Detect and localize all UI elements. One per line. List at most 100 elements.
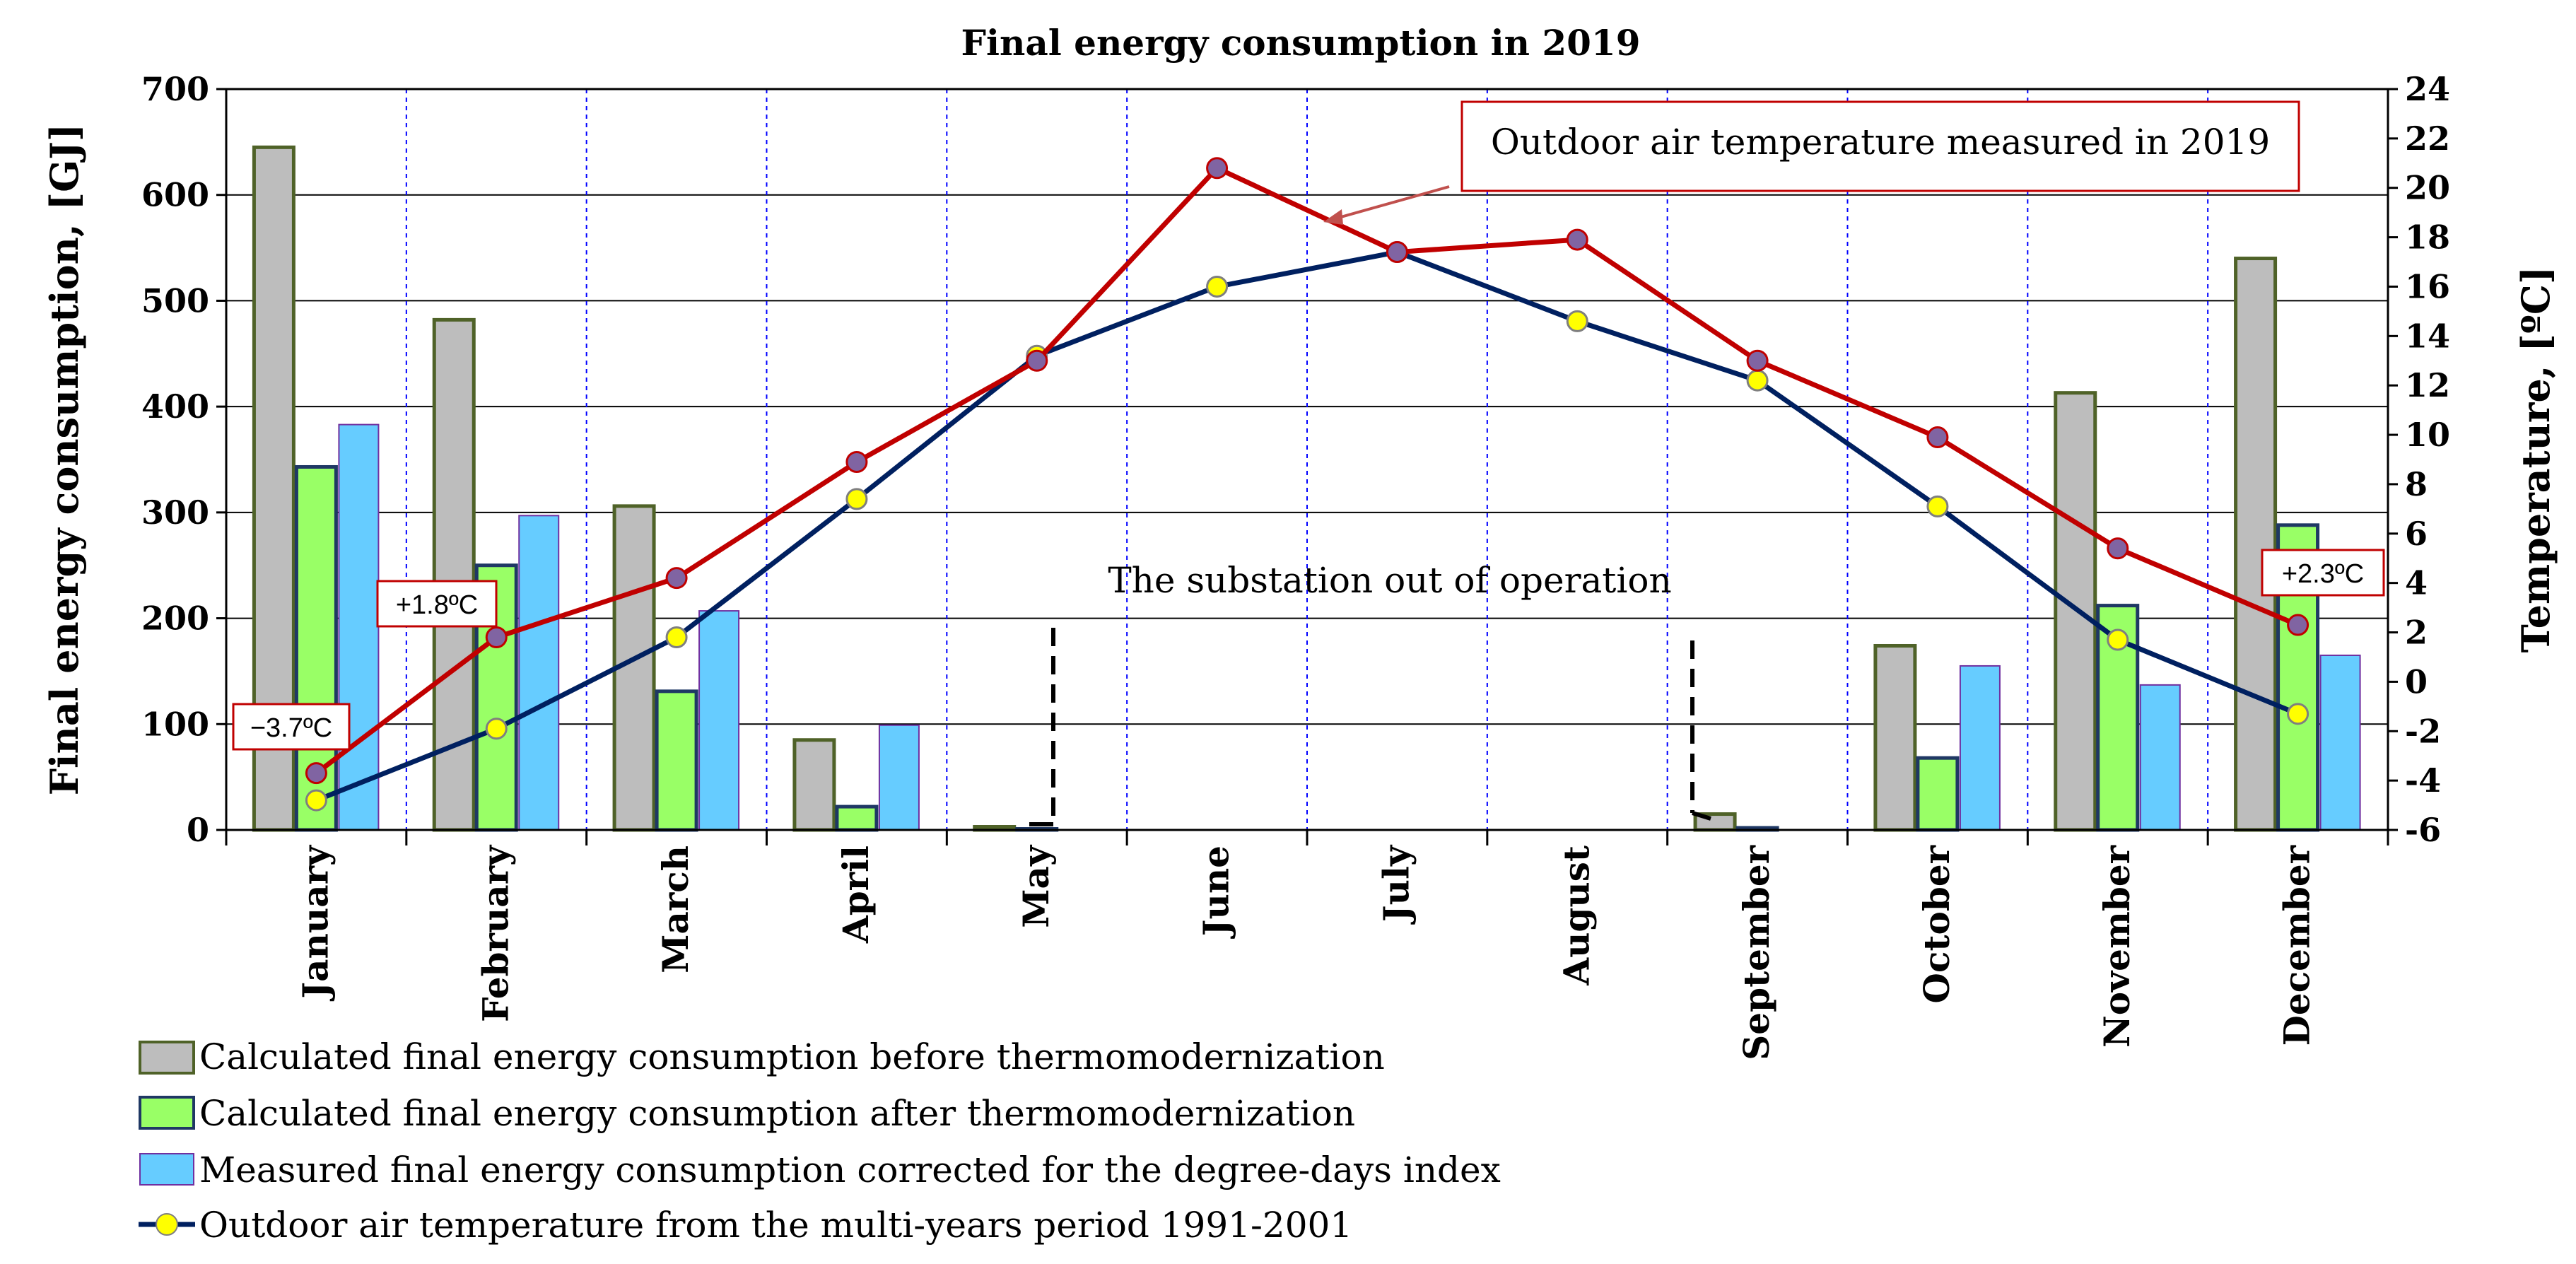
temperature-point-0-november	[2107, 628, 2129, 651]
temperature-point-0-june	[1206, 275, 1229, 298]
temperature-point-0-october	[1926, 495, 1949, 517]
bar-march-2	[698, 610, 740, 831]
x-axis-label-september: September	[1735, 845, 1777, 1060]
x-axis-label-march: March	[655, 845, 696, 973]
left-axis-tick-label: 300	[141, 493, 209, 532]
line-series	[305, 157, 2309, 812]
x-axis-label-october: October	[1916, 845, 1957, 1003]
right-axis-tick-label: 18	[2405, 218, 2450, 257]
left-axis-tick-label: 200	[141, 599, 209, 638]
right-axis-tick-label: 0	[2405, 662, 2428, 701]
right-axis-tick-label: -4	[2405, 761, 2441, 800]
legend: Calculated final energy consumption befo…	[139, 1036, 1501, 1246]
x-axis-label-august: August	[1555, 845, 1597, 986]
y-axis-label: Final energy consumption, [GJ]	[42, 124, 87, 796]
temperature-line-1	[315, 165, 2299, 776]
bar-february-2	[518, 515, 560, 831]
temperature-point-0-december	[2287, 703, 2309, 725]
temp-label-box-january	[232, 703, 351, 751]
right-axis-tick-label: 16	[2405, 267, 2450, 305]
temperature-point-1-may	[1026, 349, 1048, 372]
legend-swatch-before	[139, 1041, 195, 1075]
left-axis-ticks: 0 100 200 300 400 500 600 700	[141, 70, 226, 849]
legend-swatch-measured	[139, 1153, 194, 1186]
left-axis-tick-label: 400	[141, 387, 209, 426]
left-axis-tick-label: 600	[141, 176, 209, 214]
plot-area-border	[225, 88, 2389, 831]
right-axis-tick-label: 4	[2405, 564, 2428, 602]
temperature-point-1-july	[1386, 241, 1408, 264]
temp-label-box-december	[2261, 549, 2385, 597]
bar-april-1	[835, 804, 879, 832]
right-axis-tick-label: 22	[2405, 119, 2450, 158]
bar-december-0	[2234, 257, 2278, 832]
temperature-point-0-march	[665, 626, 688, 649]
bar-april-0	[792, 738, 836, 832]
temperature-point-0-august	[1566, 310, 1588, 332]
left-axis-tick-label: 500	[141, 281, 209, 320]
temperature-line-0	[315, 250, 2299, 803]
temperature-point-0-september	[1746, 369, 1769, 392]
left-axis-tick-label: 700	[141, 70, 209, 108]
right-axis-tick-label: -6	[2405, 811, 2441, 849]
chart-title: Final energy consumption in 2019	[961, 22, 1640, 64]
temperature-point-1-august	[1566, 228, 1588, 251]
bar-december-2	[2319, 654, 2361, 831]
temperature-point-1-november	[2107, 537, 2129, 560]
bar-january-2	[338, 423, 380, 831]
right-axis-tick-label: 20	[2405, 169, 2450, 207]
out-of-operation-label: The substation out of operation	[1108, 560, 1671, 601]
temp-label-february: +1.8ºC	[396, 590, 478, 620]
x-axis-label-november: November	[2096, 845, 2138, 1048]
bar-november-2	[2139, 684, 2181, 831]
callout-text: Outdoor air temperature measured in 2019	[1491, 122, 2270, 163]
x-axis-labels: January February March April May June July Augu…	[294, 844, 2317, 1060]
right-axis-tick-label: 8	[2405, 465, 2428, 503]
vertical-gridlines	[225, 89, 2389, 845]
right-axis-tick-label: 2	[2405, 614, 2428, 652]
x-axis-label-december: December	[2276, 845, 2318, 1046]
x-axis-label-april: April	[835, 845, 877, 944]
left-axis-tick-label: 0	[187, 811, 209, 849]
temperature-point-1-october	[1926, 426, 1949, 449]
right-axis-tick-label: 10	[2405, 416, 2450, 454]
bar-october-2	[1959, 665, 2001, 831]
temp-label-january: −3.7ºC	[250, 713, 332, 743]
right-axis-tick-label: 12	[2405, 366, 2450, 404]
callout-arrow	[1333, 185, 1450, 221]
right-axis-tick-label: -2	[2405, 712, 2441, 750]
bar-october-1	[1916, 756, 1960, 832]
bar-april-2	[878, 724, 920, 831]
left-axis-tick-label: 100	[141, 705, 209, 743]
x-axis-label-may: May	[1015, 844, 1057, 928]
x-axis-label-june: June	[1195, 845, 1237, 939]
temp-label-box-february	[376, 580, 498, 628]
temperature-point-1-january	[305, 762, 327, 785]
callout-box	[1460, 100, 2300, 192]
right-axis-tick-label: 24	[2405, 70, 2450, 108]
legend-label-before: Calculated final energy consumption befo…	[199, 1036, 1385, 1077]
legend-label-measured: Measured final energy consumption correc…	[199, 1149, 1501, 1190]
temp-label-december: +2.3ºC	[2282, 559, 2364, 589]
y2-axis-label: Temperature, [ºC]	[2513, 267, 2558, 653]
temperature-point-1-june	[1206, 157, 1229, 180]
bar-march-1	[655, 689, 698, 832]
temperature-point-1-march	[665, 567, 688, 590]
temperature-point-1-september	[1746, 349, 1769, 372]
temperature-point-1-december	[2287, 614, 2309, 636]
x-axis-label-january: January	[294, 844, 336, 1002]
legend-label-multiyear: Outdoor air temperature from the multi-y…	[199, 1205, 1352, 1246]
legend-marker-multiyear	[156, 1213, 178, 1236]
legend-label-after: Calculated final energy consumption afte…	[199, 1093, 1355, 1134]
x-axis-label-july: July	[1375, 844, 1417, 925]
x-axis-label-february: February	[474, 844, 516, 1022]
temperature-point-1-april	[845, 450, 868, 473]
temperature-point-0-january	[305, 789, 327, 812]
right-axis-tick-label: 6	[2405, 515, 2428, 553]
temperature-point-1-february	[485, 626, 508, 649]
out-of-operation-end-foot	[1692, 811, 1711, 821]
legend-swatch-after	[139, 1096, 195, 1130]
